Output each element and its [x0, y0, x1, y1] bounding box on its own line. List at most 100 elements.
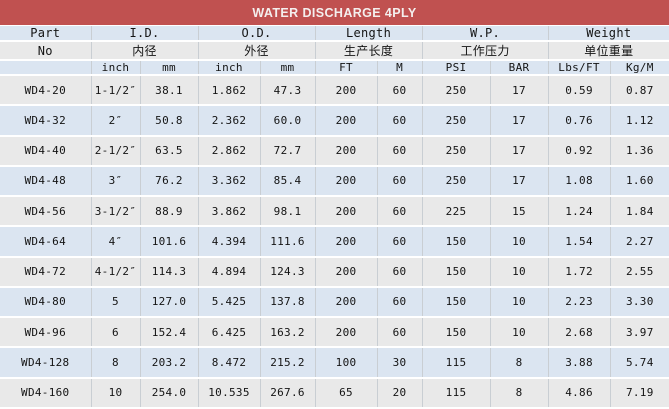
cell-wp-psi: 225	[422, 196, 491, 228]
cell-part-no: WD4-32	[0, 105, 92, 137]
cell-wp-psi: 115	[422, 347, 491, 379]
cell-weight-kg-m: 1.36	[610, 135, 669, 167]
cell-weight-kg-m: 7.19	[610, 377, 669, 409]
unit-header-kg-m: Kg/M	[610, 60, 669, 76]
cell-od-mm: 85.4	[260, 165, 316, 198]
cell-length-ft: 200	[315, 317, 378, 349]
unit-header-id-inch: inch	[91, 60, 141, 76]
cell-id-mm: 88.9	[140, 196, 199, 228]
table-row-wd4-80: WD4-80 5 127.0 5.425 137.8 200 60 150 10 2.23 3.30	[0, 286, 669, 319]
col-header-length: Length	[315, 26, 423, 42]
cell-weight-kg-m: 3.30	[610, 286, 669, 319]
cell-weight-lbs-ft: 4.86	[548, 377, 611, 409]
cell-length-m: 30	[377, 347, 423, 379]
cell-od-mm: 215.2	[260, 347, 316, 379]
unit-header-id-mm: mm	[140, 60, 199, 76]
cell-wp-psi: 150	[422, 286, 491, 319]
cell-weight-lbs-ft: 0.92	[548, 135, 611, 167]
cell-length-ft: 200	[315, 286, 378, 319]
table-row-wd4-96: WD4-96 6 152.4 6.425 163.2 200 60 150 10 2.68 3.97	[0, 317, 669, 349]
col-header-weight: Weight	[548, 26, 669, 42]
cell-wp-bar: 8	[490, 377, 549, 409]
col-header-id: I.D.	[91, 26, 199, 42]
cell-weight-lbs-ft: 1.54	[548, 226, 611, 258]
table-row-wd4-160: WD4-160 10 254.0 10.535 267.6 65 20 115 8 4.86 7.1…	[0, 377, 669, 409]
cell-id-mm: 76.2	[140, 165, 199, 198]
cell-wp-psi: 250	[422, 75, 491, 107]
cell-od-mm: 111.6	[260, 226, 316, 258]
cell-part-no: WD4-56	[0, 196, 92, 228]
cell-od-inch: 1.862	[198, 75, 261, 107]
unit-header-lbs-ft: Lbs/FT	[548, 60, 611, 76]
spec-table: Part I.D. O.D. Length W.P. Weight No 内径 …	[0, 26, 669, 409]
cell-part-no: WD4-20	[0, 75, 92, 107]
cell-id-inch: 4″	[91, 226, 141, 258]
cell-id-mm: 50.8	[140, 105, 199, 137]
table-row-wd4-20: WD4-20 1-1/2″ 38.1 1.862 47.3 200 60 250 17 0.59 0…	[0, 75, 669, 107]
col-header-od-zh: 外径	[198, 41, 316, 61]
unit-header-bar: BAR	[490, 60, 549, 76]
cell-length-m: 60	[377, 196, 423, 228]
cell-id-mm: 127.0	[140, 286, 199, 319]
cell-id-inch: 2″	[91, 105, 141, 137]
cell-od-inch: 4.894	[198, 256, 261, 288]
cell-length-ft: 200	[315, 75, 378, 107]
cell-id-mm: 38.1	[140, 75, 199, 107]
cell-weight-kg-m: 3.97	[610, 317, 669, 349]
cell-wp-bar: 8	[490, 347, 549, 379]
table-row-wd4-32: WD4-32 2″ 50.8 2.362 60.0 200 60 250 17 0.76 1.12	[0, 105, 669, 137]
cell-wp-bar: 17	[490, 105, 549, 137]
cell-wp-bar: 10	[490, 317, 549, 349]
cell-wp-psi: 150	[422, 317, 491, 349]
cell-weight-kg-m: 1.12	[610, 105, 669, 137]
cell-id-inch: 3″	[91, 165, 141, 198]
cell-part-no: WD4-160	[0, 377, 92, 409]
table-row-wd4-128: WD4-128 8 203.2 8.472 215.2 100 30 115 8 3.88 5.74	[0, 347, 669, 379]
cell-length-m: 60	[377, 105, 423, 137]
cell-od-inch: 8.472	[198, 347, 261, 379]
cell-weight-lbs-ft: 1.08	[548, 165, 611, 198]
cell-length-m: 60	[377, 256, 423, 288]
cell-weight-lbs-ft: 1.72	[548, 256, 611, 288]
cell-part-no: WD4-80	[0, 286, 92, 319]
cell-part-no: WD4-48	[0, 165, 92, 198]
cell-id-mm: 254.0	[140, 377, 199, 409]
table-row-wd4-48: WD4-48 3″ 76.2 3.362 85.4 200 60 250 17 1.08 1.60	[0, 165, 669, 198]
cell-wp-psi: 250	[422, 135, 491, 167]
cell-id-mm: 152.4	[140, 317, 199, 349]
cell-wp-bar: 10	[490, 256, 549, 288]
cell-od-inch: 2.862	[198, 135, 261, 167]
cell-wp-psi: 250	[422, 105, 491, 137]
col-header-weight-zh: 单位重量	[548, 41, 669, 61]
table-title-bar: WATER DISCHARGE 4PLY	[0, 0, 669, 26]
header-row-zh: No 内径 外径 生产长度 工作压力 单位重量	[0, 41, 669, 61]
cell-wp-bar: 10	[490, 286, 549, 319]
cell-length-m: 20	[377, 377, 423, 409]
table-row-wd4-40: WD4-40 2-1/2″ 63.5 2.862 72.7 200 60 250 17 0.92 1…	[0, 135, 669, 167]
cell-length-ft: 200	[315, 196, 378, 228]
cell-weight-kg-m: 2.55	[610, 256, 669, 288]
cell-wp-bar: 17	[490, 165, 549, 198]
cell-od-mm: 60.0	[260, 105, 316, 137]
cell-id-inch: 1-1/2″	[91, 75, 141, 107]
cell-length-ft: 65	[315, 377, 378, 409]
cell-wp-bar: 17	[490, 135, 549, 167]
cell-length-m: 60	[377, 226, 423, 258]
cell-wp-bar: 17	[490, 75, 549, 107]
cell-id-inch: 4-1/2″	[91, 256, 141, 288]
unit-header-od-mm: mm	[260, 60, 316, 76]
cell-od-inch: 5.425	[198, 286, 261, 319]
cell-part-no: WD4-64	[0, 226, 92, 258]
table-title: WATER DISCHARGE 4PLY	[252, 5, 417, 20]
col-header-wp-zh: 工作压力	[422, 41, 549, 61]
cell-id-inch: 2-1/2″	[91, 135, 141, 167]
cell-length-m: 60	[377, 75, 423, 107]
unit-header-psi: PSI	[422, 60, 491, 76]
cell-wp-psi: 250	[422, 165, 491, 198]
unit-header-empty	[0, 60, 92, 76]
cell-weight-lbs-ft: 2.68	[548, 317, 611, 349]
cell-part-no: WD4-128	[0, 347, 92, 379]
table-row-wd4-72: WD4-72 4-1/2″ 114.3 4.894 124.3 200 60 150 10 1.7…	[0, 256, 669, 288]
cell-wp-bar: 15	[490, 196, 549, 228]
